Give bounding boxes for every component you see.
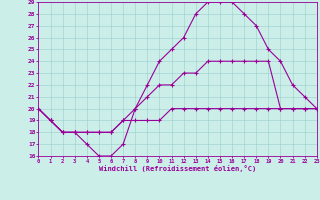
X-axis label: Windchill (Refroidissement éolien,°C): Windchill (Refroidissement éolien,°C): [99, 165, 256, 172]
